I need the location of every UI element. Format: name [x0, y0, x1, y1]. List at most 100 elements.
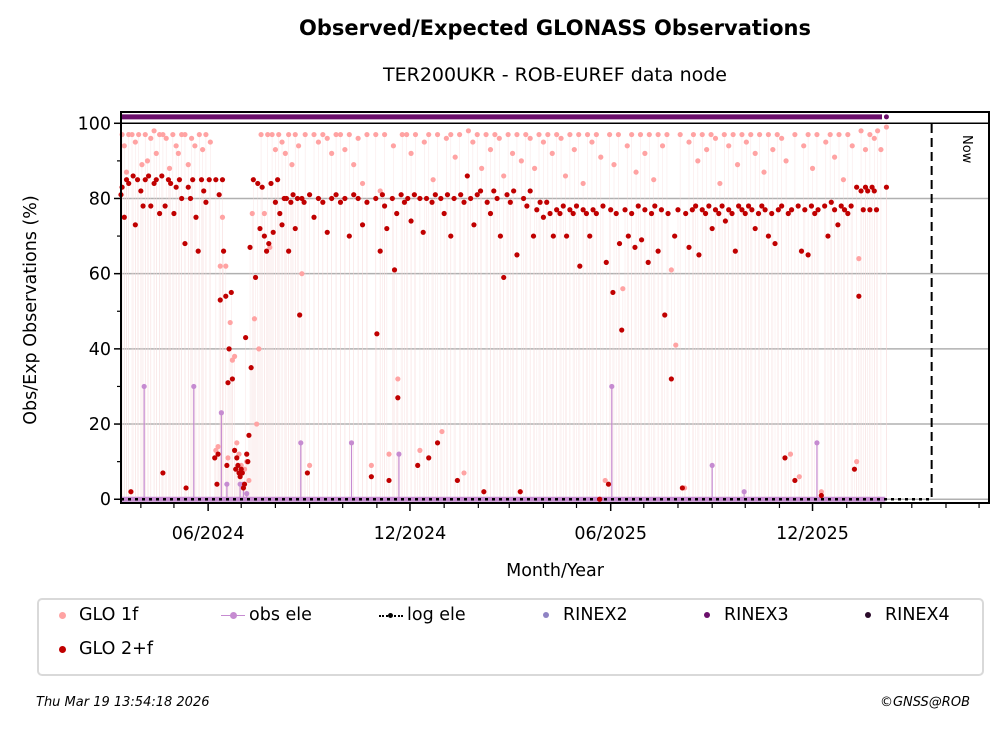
glo-2f-point: [527, 188, 533, 194]
legend-item-rinex4: RINEX4: [857, 605, 950, 625]
glo-1f-point: [256, 346, 262, 352]
legend-item-log-ele: log ele: [379, 605, 466, 625]
glo-2f-point: [126, 180, 132, 187]
glo-1f-point: [151, 128, 157, 134]
glo-1f-point: [295, 143, 302, 149]
obs-ele-point: [191, 383, 197, 390]
glo-2f-point: [266, 240, 272, 247]
glo-2f-point: [374, 331, 380, 337]
glo-2f-point: [608, 207, 614, 213]
glo-2f-point: [337, 199, 344, 205]
glo-2f-point: [203, 199, 209, 205]
glo-2f-point: [716, 210, 722, 217]
glo-1f-point: [329, 150, 335, 156]
glo-1f-point: [783, 158, 789, 164]
glo-2f-point: [438, 195, 444, 202]
glo-2f-point: [722, 218, 729, 224]
obs-ele-line-icon: [221, 608, 245, 622]
glo-1f-point: [430, 177, 436, 183]
rinex3-marker-icon: [696, 608, 720, 622]
glo-1f-point: [359, 180, 366, 187]
glo-1f-point: [465, 128, 472, 134]
glo-1f-point: [207, 139, 213, 145]
glo-1f-point: [629, 131, 635, 138]
glo-2f-point: [145, 173, 152, 179]
glo-1f-point: [412, 131, 419, 138]
glo-2f-point: [454, 477, 460, 484]
glo-2f-point: [689, 207, 695, 213]
glo-2f-point: [434, 440, 441, 446]
glo-1f-point: [249, 210, 255, 217]
glo-2f-point: [244, 451, 250, 457]
glo-2f-point: [464, 173, 470, 179]
glo-1f-point: [695, 158, 701, 164]
glo-2f-point: [220, 248, 227, 254]
obs-ele-point: [218, 410, 224, 416]
glo-1f-point: [139, 162, 145, 168]
glo-2f-point: [683, 210, 689, 217]
glo-2f-point: [187, 195, 194, 202]
obs-ele-point: [244, 491, 250, 497]
glo-1f-point: [166, 165, 173, 171]
glo-1f-point: [261, 210, 267, 217]
glo-1f-point: [845, 131, 851, 138]
glo-1f-point: [646, 131, 652, 138]
glo-1f-point: [395, 376, 401, 382]
glo-2f-point: [860, 207, 866, 213]
glo-2f-point: [752, 225, 758, 232]
glo-2f-point: [550, 233, 556, 239]
glo-1f-point: [615, 131, 622, 138]
glo-1f-point: [404, 131, 410, 138]
glo-1f-point: [439, 428, 445, 435]
glo-2f-point: [652, 203, 658, 209]
legend-label: GLO 1f: [79, 605, 139, 625]
glo-1f-point: [871, 135, 877, 141]
glo-2f-point: [159, 173, 165, 179]
glo-1f-point: [756, 131, 763, 138]
glo-2f-point: [772, 240, 778, 247]
glo-2f-point: [386, 477, 392, 484]
glo-2f-point: [148, 203, 154, 209]
glo-2f-point: [272, 199, 279, 205]
x-tick-label: 06/2025: [574, 524, 647, 544]
glo-1f-point: [225, 455, 231, 461]
glo-2f-point: [377, 248, 383, 254]
glo-2f-point: [142, 177, 148, 183]
glo-1f-point: [567, 131, 573, 138]
glo-1f-point: [234, 440, 240, 446]
y-tick-label: 40: [89, 340, 111, 360]
glo-1f-point: [200, 146, 206, 153]
glo-2f-point: [168, 180, 174, 187]
glo-2f-point: [429, 199, 435, 205]
glo-2f-point: [593, 210, 599, 217]
glo-2f-point: [384, 225, 390, 232]
glo-2f-point: [185, 184, 191, 190]
plot-frame: [120, 111, 990, 504]
glo-1f-point: [434, 131, 441, 138]
glo-1f-point: [311, 131, 317, 138]
glo-2f-point: [554, 207, 560, 213]
obs-ele-point: [298, 440, 304, 446]
glo-1f-point: [452, 154, 458, 160]
glo-2f-point: [301, 199, 307, 205]
log-ele-line-icon: [379, 608, 403, 622]
chart-plot: 0 20 40 60 80 100 06/2024 12/2024 06/2025 12/2025…: [21, 111, 990, 581]
glo-1f-point: [514, 131, 520, 138]
glo-1f-point: [540, 139, 547, 145]
glo-2f-point: [151, 180, 157, 187]
glo-2f-point: [567, 207, 573, 213]
glo-2f-point: [709, 225, 715, 232]
glo-2f-point: [792, 477, 798, 484]
glo-1f-point: [123, 169, 130, 175]
glo-2f-point: [658, 207, 665, 213]
obs-ele-point: [224, 481, 230, 487]
x-axis-label: Month/Year: [506, 561, 605, 581]
glo-2f-point: [408, 218, 414, 224]
glo-1f-point: [456, 131, 463, 138]
glo-2f-point: [247, 244, 253, 250]
glo-2f-point: [775, 207, 781, 213]
glo-2f-point: [275, 177, 281, 183]
glo-2f-point: [128, 489, 134, 495]
glo-2f-point: [732, 248, 738, 254]
glo-2f-point: [395, 395, 401, 401]
